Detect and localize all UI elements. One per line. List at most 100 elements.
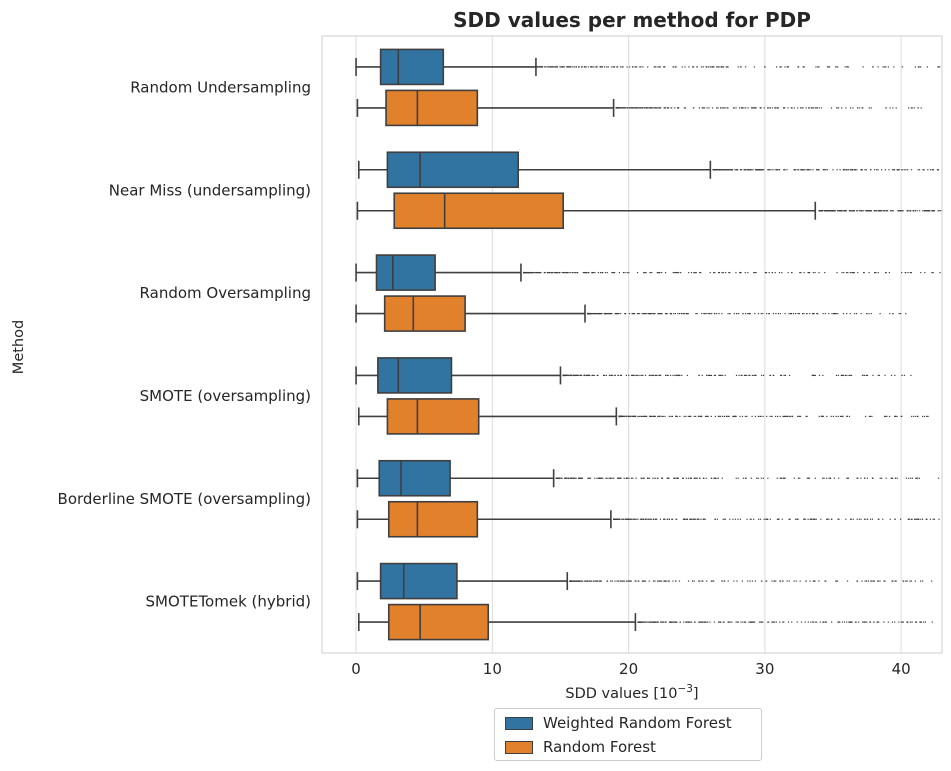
flier-point — [812, 312, 815, 315]
flier-point — [931, 210, 933, 212]
flier-point — [646, 477, 649, 479]
flier-point — [898, 312, 900, 315]
flier-point — [814, 374, 816, 377]
flier-point — [622, 271, 625, 274]
flier-point — [556, 271, 558, 274]
flier-point — [643, 312, 646, 315]
flier-point — [768, 169, 770, 171]
flier-point — [835, 312, 837, 315]
flier-point — [746, 415, 748, 418]
flier-point — [893, 66, 895, 68]
flier-point — [717, 621, 720, 623]
flier-point — [812, 621, 814, 623]
flier-point — [937, 477, 940, 479]
flier-point — [724, 518, 726, 520]
flier-point — [800, 271, 802, 274]
flier-point — [632, 415, 634, 418]
flier-point — [887, 621, 889, 623]
flier-point — [654, 312, 656, 315]
flier-point — [587, 66, 589, 68]
flier-point — [586, 374, 588, 377]
flier-point — [803, 312, 805, 315]
flier-point — [590, 580, 592, 582]
flier-point — [891, 210, 893, 212]
flier-point — [914, 210, 916, 212]
flier-point — [643, 477, 645, 479]
flier-point — [606, 66, 608, 68]
flier-point — [748, 374, 750, 377]
flier-point — [643, 621, 646, 623]
flier-point — [768, 107, 770, 109]
flier-point — [598, 580, 600, 582]
flier-point — [710, 580, 713, 582]
flier-point — [681, 374, 683, 377]
flier-point — [613, 66, 616, 68]
flier-point — [787, 66, 789, 68]
flier-point — [735, 415, 737, 418]
flier-point — [738, 312, 740, 315]
flier-point — [625, 580, 628, 582]
flier-point — [750, 621, 752, 623]
flier-point — [846, 477, 848, 479]
flier-point — [762, 415, 764, 418]
flier-point — [625, 518, 627, 520]
flier-point — [796, 621, 798, 623]
flier-point — [754, 312, 756, 315]
box-group — [357, 603, 933, 641]
flier-point — [827, 66, 829, 68]
flier-point — [856, 210, 858, 212]
flier-point — [905, 271, 907, 274]
flier-point — [696, 477, 698, 479]
flier-point — [623, 580, 625, 582]
flier-point — [916, 210, 918, 212]
flier-point — [838, 518, 840, 520]
flier-point — [640, 415, 642, 418]
flier-point — [797, 477, 799, 479]
flier-point — [667, 107, 669, 109]
flier-point — [786, 169, 788, 171]
flier-point — [807, 621, 809, 623]
flier-point — [600, 477, 602, 479]
flier-point — [601, 66, 604, 68]
flier-point — [748, 169, 750, 171]
flier-point — [722, 621, 724, 623]
flier-point — [738, 374, 740, 377]
flier-point — [836, 580, 839, 582]
flier-point — [709, 374, 711, 377]
flier-point — [695, 477, 697, 479]
flier-point — [684, 66, 686, 68]
flier-point — [659, 415, 661, 418]
flier-point — [735, 621, 737, 623]
flier-point — [646, 621, 648, 623]
flier-point — [741, 107, 743, 109]
flier-point — [625, 107, 627, 109]
flier-point — [703, 312, 705, 315]
flier-point — [636, 374, 638, 377]
flier-point — [753, 107, 755, 109]
flier-point — [663, 66, 665, 68]
flier-point — [734, 518, 737, 520]
flier-point — [835, 66, 837, 68]
flier-point — [754, 415, 757, 418]
flier-point — [715, 477, 717, 479]
flier-point — [676, 271, 678, 274]
legend-label-random-forest: Random Forest — [543, 738, 656, 756]
flier-point — [845, 169, 847, 171]
flier-point — [622, 107, 624, 109]
flier-point — [688, 271, 690, 274]
flier-point — [666, 580, 668, 582]
flier-point — [755, 271, 757, 274]
flier-point — [807, 107, 810, 109]
flier-point — [608, 477, 610, 479]
flier-point — [907, 271, 909, 274]
flier-point — [614, 580, 616, 582]
flier-point — [603, 312, 606, 315]
flier-point — [653, 621, 655, 623]
flier-point — [742, 312, 744, 315]
flier-point — [738, 107, 741, 109]
flier-point — [747, 271, 749, 274]
flier-point — [753, 621, 756, 623]
flier-point — [638, 107, 640, 109]
flier-point — [806, 169, 808, 171]
flier-point — [725, 271, 727, 274]
